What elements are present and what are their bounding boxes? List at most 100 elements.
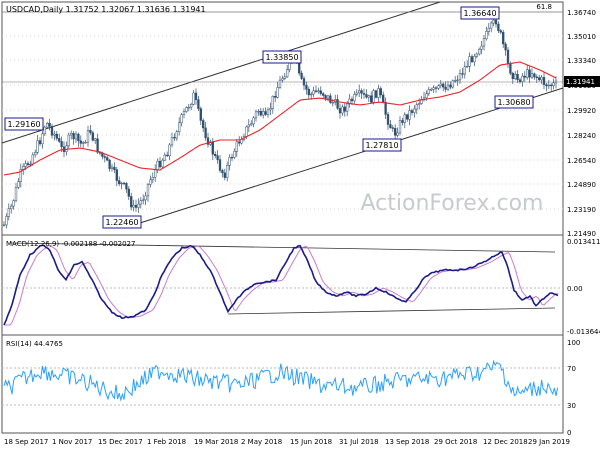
candle-body — [343, 106, 346, 112]
candle-body — [151, 177, 154, 181]
candle-body — [235, 141, 238, 152]
candle-body — [185, 107, 188, 112]
price-tick: 1.35010 — [567, 33, 596, 41]
candle-body — [60, 141, 63, 148]
candle-body — [401, 120, 404, 123]
candle-body — [19, 169, 22, 182]
candle-body — [77, 133, 80, 142]
candle-body — [449, 84, 452, 88]
channel-upper-line — [1, 1, 441, 144]
candle-body — [245, 126, 248, 137]
candle-body — [7, 208, 10, 217]
candle-body — [218, 159, 222, 171]
candle-body — [259, 110, 262, 116]
candle-body — [130, 196, 133, 208]
annotation-box — [494, 95, 534, 109]
candle-body — [31, 154, 34, 165]
candle-body — [499, 30, 502, 33]
candle-body — [494, 19, 498, 25]
candle-body — [485, 31, 488, 39]
candle-body — [120, 182, 123, 185]
macd-tick: 0.00 — [567, 285, 583, 293]
candle-body — [451, 80, 454, 88]
rsi-tick: 30 — [567, 402, 576, 410]
candle-body — [521, 75, 524, 82]
candle-body — [168, 144, 171, 157]
candle-body — [398, 120, 402, 134]
candle-body — [353, 94, 356, 102]
candle-body — [86, 130, 90, 143]
time-axis: 18 Sep 2017 1 Nov 2017 15 Dec 2017 1 Feb… — [4, 438, 570, 446]
candle-body — [94, 138, 97, 141]
candle-body — [391, 127, 394, 129]
annotation-box — [4, 117, 44, 131]
candle-body — [382, 94, 385, 103]
watermark: ActionForex.com — [361, 191, 544, 216]
candle-body — [418, 103, 421, 105]
candle-body — [545, 84, 548, 87]
candle-body — [538, 77, 541, 81]
candle-body — [413, 108, 416, 113]
candle-body — [430, 89, 433, 91]
candle-body — [161, 159, 164, 168]
candle-body — [84, 141, 87, 144]
candle-body — [22, 166, 25, 170]
annotation-box — [362, 138, 402, 152]
channel-lower-line — [139, 87, 564, 224]
price-axis: 1.36740 1.35010 1.33340 1.31620 1.29920 … — [564, 9, 600, 238]
candle-body — [137, 203, 140, 208]
candle-body — [281, 78, 284, 81]
candle-body — [238, 141, 241, 144]
annotation-high-1: 1.36640 — [463, 9, 496, 18]
candle-body — [175, 131, 178, 139]
candle-body — [278, 79, 282, 88]
candle-body — [478, 48, 481, 55]
candle-body — [89, 130, 92, 133]
candle-body — [158, 161, 162, 168]
candle-body — [180, 114, 183, 124]
candle-body — [72, 133, 75, 140]
candle-body — [550, 84, 553, 87]
fib-level-label: 61.8 — [536, 3, 552, 11]
candle-body — [506, 49, 510, 64]
candle-body — [194, 92, 198, 100]
candle-body — [437, 85, 440, 89]
price-annotations: 1.36640 1.33850 1.29160 1.27810 1.30680 … — [4, 6, 534, 229]
candle-body — [533, 73, 536, 78]
candle-body — [67, 134, 70, 147]
candle-body — [50, 126, 54, 136]
candle-body — [456, 79, 459, 81]
candle-body — [480, 45, 483, 50]
price-candles — [2, 16, 558, 229]
candle-body — [307, 88, 310, 96]
candle-body — [250, 123, 253, 126]
candle-body — [319, 90, 322, 94]
candle-body — [125, 183, 128, 190]
candle-body — [110, 166, 114, 169]
candle-body — [461, 73, 464, 75]
candle-body — [187, 106, 190, 109]
candle-body — [379, 88, 382, 96]
candle-body — [264, 111, 267, 115]
rsi-panel-frame — [1, 334, 564, 434]
time-tick: 15 Jun 2018 — [290, 438, 332, 446]
candle-body — [276, 87, 279, 98]
candle-body — [103, 156, 106, 158]
candle-body — [312, 90, 315, 95]
time-tick: 13 Sep 2018 — [385, 438, 429, 446]
candle-body — [504, 43, 507, 51]
price-tick: 1.23190 — [567, 206, 596, 214]
time-tick: 18 Sep 2017 — [4, 438, 48, 446]
annotation-box — [102, 215, 142, 229]
candle-body — [540, 77, 543, 81]
candle-body — [473, 56, 476, 63]
candle-body — [206, 137, 210, 145]
candle-body — [74, 133, 78, 140]
candle-body — [377, 88, 380, 98]
candle-body — [542, 77, 546, 85]
time-tick: 31 Jul 2018 — [339, 438, 379, 446]
candle-body — [142, 199, 145, 201]
candle-body — [247, 124, 250, 128]
